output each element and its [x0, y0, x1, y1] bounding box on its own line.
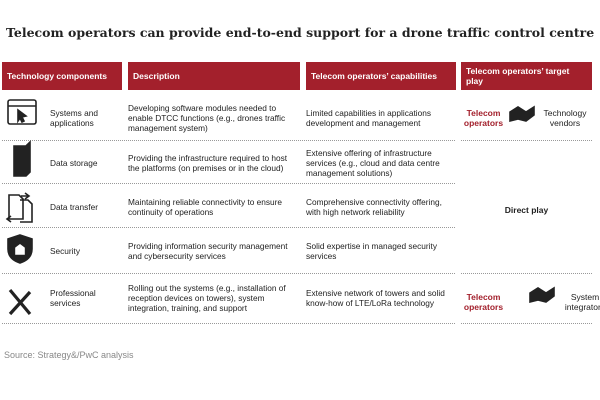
files-icon	[8, 194, 33, 223]
cell-text: Extensive offering of infrastructure ser…	[306, 148, 440, 178]
operator: Telecom operators	[463, 292, 504, 312]
operator: Telecom operators	[463, 108, 504, 128]
capability: Solid expertise in managed security serv…	[306, 229, 456, 273]
component: Security	[50, 229, 120, 273]
header-cell: Telecom operators’ target play	[461, 62, 592, 90]
capability: Extensive network of towers and solid kn…	[306, 276, 456, 320]
component: Systems and applications	[50, 96, 120, 140]
lock-icon	[15, 244, 25, 255]
cell-text: Extensive network of towers and solid kn…	[306, 288, 445, 308]
capability: Comprehensive connectivity offering, wit…	[306, 185, 456, 229]
source: Source: Strategy&/PwC analysis	[4, 350, 134, 360]
arrows-icon	[5, 192, 31, 223]
direct-play: Direct play	[504, 205, 549, 215]
partner: System integrators	[564, 292, 600, 312]
row-separator	[2, 273, 455, 274]
capability: Limited capabilities in applications dev…	[306, 96, 456, 140]
component: Data transfer	[50, 185, 120, 229]
cell-text: Developing software modules needed to en…	[128, 103, 286, 133]
cell-text: Limited capabilities in applications dev…	[306, 108, 431, 128]
title: Telecom operators can provide end-to-end…	[6, 25, 595, 40]
description: Developing software modules needed to en…	[128, 96, 298, 140]
header-cell: Telecom operators’ capabilities	[306, 62, 456, 90]
row-separator	[461, 273, 592, 274]
cell-text: Professional services	[50, 288, 96, 308]
cell-text: Systems and applications	[50, 108, 98, 128]
component: Data storage	[50, 141, 120, 185]
cell-text: Data storage	[50, 158, 98, 168]
cell-text: Rolling out the systems (e.g., installat…	[128, 283, 286, 313]
tools-icon	[8, 288, 32, 316]
description: Rolling out the systems (e.g., installat…	[128, 276, 298, 320]
cursor-icon	[17, 108, 28, 124]
partner: Technology vendors	[543, 108, 587, 128]
header-cell: Technology components	[2, 62, 122, 90]
cell-text: Solid expertise in managed security serv…	[306, 241, 437, 261]
cell-text: Maintaining reliable connectivity to ens…	[128, 197, 283, 217]
description: Maintaining reliable connectivity to ens…	[128, 185, 298, 229]
cell-text: Security	[50, 246, 80, 256]
cell-text: Providing information security managemen…	[128, 241, 288, 261]
component: Professional services	[50, 276, 120, 320]
header-cell: Description	[128, 62, 300, 90]
row-separator	[461, 323, 592, 324]
icons-group	[5, 99, 555, 316]
row-separator	[461, 140, 592, 141]
server-icon	[13, 140, 31, 177]
row-separator	[2, 183, 455, 184]
cell-text: Comprehensive connectivity offering, wit…	[306, 197, 442, 217]
handshake-icons	[509, 105, 555, 304]
row-separator	[2, 323, 455, 324]
description: Providing the infrastructure required to…	[128, 141, 298, 185]
cell-text: Providing the infrastructure required to…	[128, 153, 288, 173]
capability: Extensive offering of infrastructure ser…	[306, 141, 456, 185]
window-icon	[7, 99, 37, 125]
cell-text: Data transfer	[50, 202, 98, 212]
description: Providing information security managemen…	[128, 229, 298, 273]
row-separator	[2, 140, 455, 141]
row-separator	[2, 227, 455, 228]
